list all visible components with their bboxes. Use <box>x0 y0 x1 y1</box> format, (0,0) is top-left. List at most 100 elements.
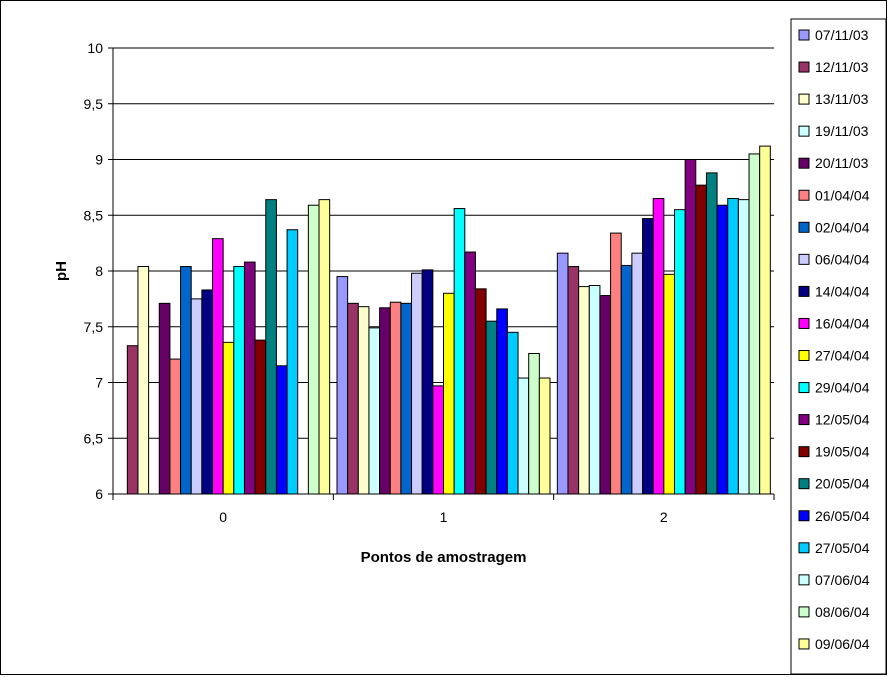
bar <box>137 266 150 495</box>
bar <box>389 301 402 495</box>
bar <box>421 269 434 495</box>
y-tick-label: 6 <box>95 486 103 502</box>
bar <box>631 252 644 495</box>
legend-entry: 08/06/04 <box>815 604 870 620</box>
bar <box>748 153 761 495</box>
bar <box>663 273 675 495</box>
bar <box>158 302 171 495</box>
legend-swatch <box>798 606 810 618</box>
bar <box>464 251 476 495</box>
bar <box>254 339 267 495</box>
legend-swatch <box>798 317 810 329</box>
bar <box>716 204 729 495</box>
legend-swatch <box>798 382 810 394</box>
bar <box>506 331 519 495</box>
legend-entry: 13/11/03 <box>815 91 869 107</box>
bar <box>705 172 718 495</box>
bar <box>588 284 601 495</box>
legend-entry: 27/04/04 <box>815 348 870 364</box>
legend-entry: 20/11/03 <box>815 155 869 171</box>
y-tick-label: 7,5 <box>84 319 104 335</box>
legend-swatch <box>798 542 810 554</box>
y-tick-label: 9,5 <box>84 96 104 112</box>
bar <box>610 232 622 495</box>
bar <box>642 218 654 495</box>
bar <box>727 198 739 495</box>
legend-entry: 19/11/03 <box>815 123 869 139</box>
legend-swatch <box>798 29 810 41</box>
legend-entry: 12/11/03 <box>815 59 869 75</box>
legend-swatch <box>798 125 810 137</box>
bar <box>233 266 245 495</box>
bar <box>538 377 551 495</box>
bar <box>190 298 203 495</box>
y-tick-label: 9 <box>95 152 103 168</box>
legend-swatch <box>798 478 810 490</box>
legend-swatch <box>798 253 810 265</box>
x-tick-labels: 0 1 2 <box>219 509 668 525</box>
bar <box>286 229 299 495</box>
bar <box>347 302 359 495</box>
bar <box>453 208 466 495</box>
y-tick-label: 8 <box>95 263 103 279</box>
bar <box>599 295 612 495</box>
legend-swatch <box>798 61 810 73</box>
x-tick-label: 1 <box>440 509 448 525</box>
legend-entry: 09/06/04 <box>815 636 870 652</box>
bar <box>368 327 381 495</box>
legend-entry: 26/05/04 <box>815 508 870 524</box>
bar <box>126 345 139 495</box>
legend-entry: 19/05/04 <box>815 444 870 460</box>
legend-swatch <box>798 93 810 105</box>
legend-entry: 06/04/04 <box>815 251 870 267</box>
legend-entry: 01/04/04 <box>815 187 870 203</box>
bar <box>379 307 391 495</box>
legend-swatch <box>798 446 810 458</box>
bar <box>212 238 224 495</box>
y-tick-label: 10 <box>87 40 103 56</box>
bar <box>485 320 498 495</box>
bar <box>528 353 540 495</box>
y-axis-title: pH <box>53 261 70 281</box>
bar <box>759 145 771 495</box>
legend-swatch <box>798 157 810 169</box>
x-axis-title: Pontos de amostragem <box>361 549 527 566</box>
bar <box>474 288 487 495</box>
legend-entry: 07/06/04 <box>815 572 870 588</box>
legend-entry: 16/04/04 <box>815 315 870 331</box>
bar <box>737 199 750 495</box>
bar <box>567 266 580 495</box>
legend-swatch <box>798 350 810 361</box>
legend-entry: 07/11/03 <box>815 27 869 43</box>
bar <box>243 261 256 495</box>
bar <box>620 264 633 495</box>
legend-swatch <box>798 285 810 297</box>
bar <box>578 286 590 495</box>
bar <box>517 377 530 495</box>
bar <box>265 199 277 495</box>
legend-entry: 29/04/04 <box>815 380 870 396</box>
y-tick-label: 6,5 <box>84 430 104 446</box>
y-tick-label: 8,5 <box>84 207 104 223</box>
bar <box>400 302 413 495</box>
bar <box>673 209 686 495</box>
bar <box>443 292 455 495</box>
bar <box>411 272 423 495</box>
legend-swatch <box>798 574 810 586</box>
bar <box>307 204 320 495</box>
legend-entry: 14/04/04 <box>815 283 870 299</box>
bar <box>336 276 349 495</box>
legend-entry: 02/04/04 <box>815 219 870 235</box>
x-tick-label: 2 <box>660 509 668 525</box>
axes <box>108 47 775 500</box>
bar <box>695 184 707 495</box>
legend-entry: 12/05/04 <box>815 412 870 428</box>
bar <box>684 159 697 495</box>
bar <box>432 385 445 495</box>
bar <box>180 266 192 495</box>
bar <box>556 252 569 495</box>
x-tick-label: 0 <box>219 509 227 525</box>
legend-entry: 27/05/04 <box>815 540 870 556</box>
